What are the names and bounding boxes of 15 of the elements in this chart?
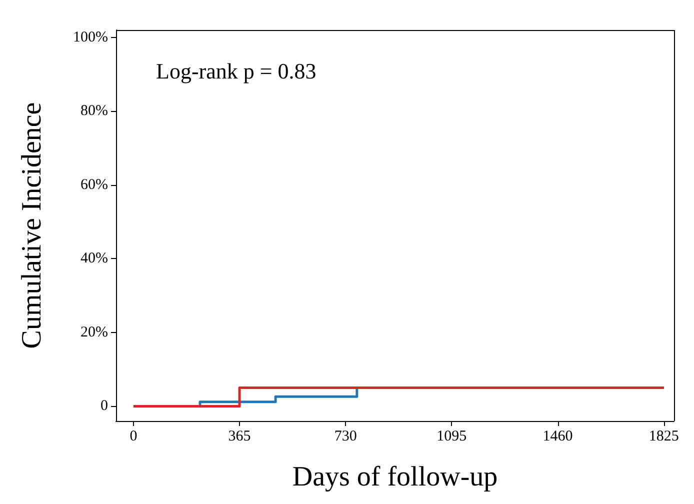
x-tick-label: 1825: [648, 428, 679, 444]
y-tick-label: 20%: [80, 324, 108, 340]
x-tick-label: 730: [334, 428, 357, 444]
x-axis-title: Days of follow-up: [292, 462, 498, 492]
annotation: Log-rank p = 0.83: [156, 58, 316, 84]
y-axis-title: Cumulative Incidence: [16, 102, 48, 349]
x-tick-label: 1095: [436, 428, 467, 444]
y-tick-label: 80%: [80, 103, 108, 120]
x-tick-label: 0: [130, 428, 138, 444]
y-tick-label: 100%: [73, 29, 108, 46]
y-tick-label: 40%: [80, 250, 108, 267]
y-tick-label: 60%: [80, 176, 108, 193]
x-tick-label: 365: [228, 428, 251, 444]
x-tick-label: 1460: [542, 428, 573, 444]
y-tick-label: 0: [100, 398, 108, 414]
